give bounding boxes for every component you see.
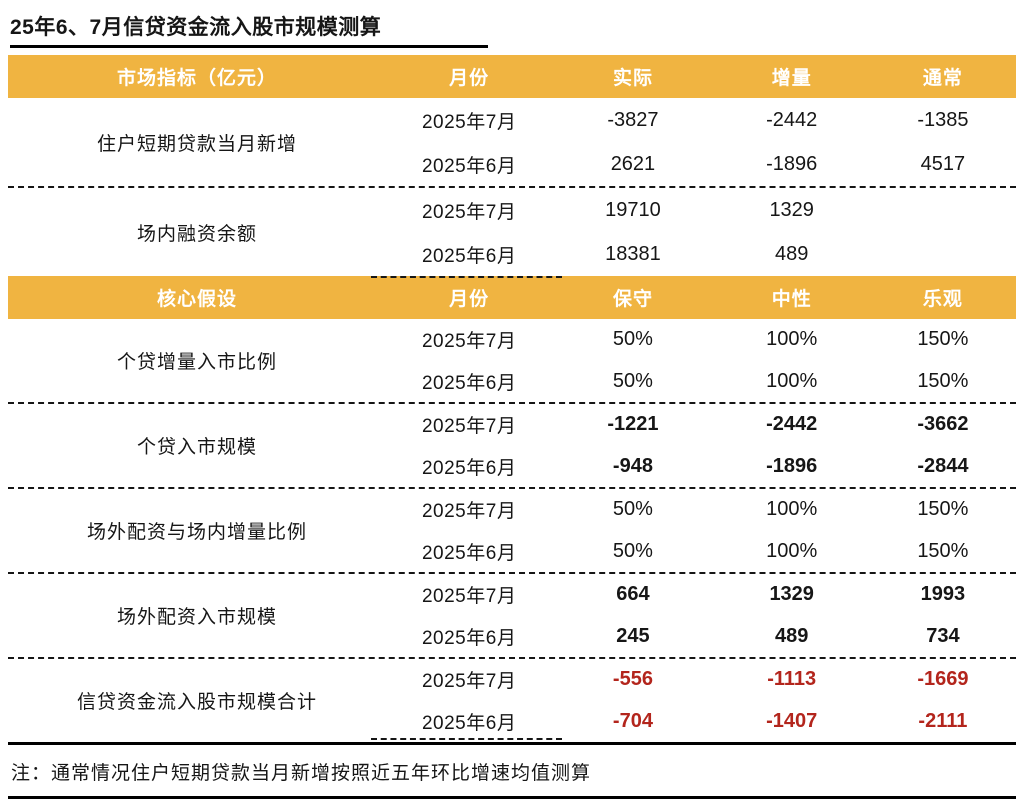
value-cell: 150%	[917, 498, 969, 521]
month-cell: 2025年6月	[421, 457, 517, 479]
value-cell: 4517	[920, 152, 966, 175]
estimation-table: 市场指标（亿元） 月份 实际 增量 通常 住户短期贷款当月新增 2025年7月 …	[8, 55, 1016, 745]
value-cell: 100%	[766, 328, 818, 351]
header-cell-increment: 增量	[771, 68, 812, 89]
month-cell: 2025年7月	[421, 416, 517, 438]
indicator-cell: 个贷入市规模	[136, 437, 257, 458]
assumptions-section: 核心假设 月份 保守 中性 乐观 个贷增量入市比例 2025年7月 50% 10…	[8, 276, 1016, 745]
value-cell: 100%	[766, 369, 818, 392]
header-cell-core-assumption: 核心假设	[156, 289, 237, 310]
month-cell: 2025年6月	[421, 372, 517, 394]
group-personal-loan-inflow-scale: 个贷入市规模 2025年7月 -1221 -2442 -3662 2025年6月…	[8, 404, 1016, 489]
group-otc-leverage-ratio: 场外配资与场内增量比例 2025年7月 50% 100% 150% 2025年6…	[8, 489, 1016, 574]
value-cell: -1221	[607, 413, 659, 436]
footnote: 注：通常情况住户短期贷款当月新增按照近五年环比增速均值测算	[11, 763, 592, 784]
value-cell: -704	[612, 709, 653, 732]
value-cell: -2442	[766, 413, 818, 436]
value-cell: -1669	[917, 668, 969, 691]
header-cell-month: 月份	[449, 289, 490, 310]
value-cell: 664	[616, 583, 650, 606]
group-otc-leverage-inflow-scale: 场外配资入市规模 2025年7月 664 1329 1993 2025年6月 2…	[8, 574, 1016, 659]
value-cell: -1896	[766, 454, 818, 477]
value-cell: -2844	[917, 454, 969, 477]
header-cell-market-indicator: 市场指标（亿元）	[116, 68, 277, 89]
header-cell-actual: 实际	[612, 68, 653, 89]
value-cell: 18381	[605, 242, 661, 265]
indicator-cell: 场外配资与场内增量比例	[86, 522, 307, 543]
table1-header-row: 市场指标（亿元） 月份 实际 增量 通常	[8, 55, 1016, 98]
month-cell: 2025年7月	[421, 331, 517, 353]
value-cell: 50%	[612, 498, 653, 521]
value-cell: -2442	[766, 108, 818, 131]
value-cell: -1896	[766, 152, 818, 175]
header-cell-optimistic: 乐观	[922, 289, 963, 310]
header-cell-conservative: 保守	[612, 289, 653, 310]
group-margin-financing-balance: 场内融资余额 2025年7月 19710 1329 2025年6月 18381 …	[8, 188, 1016, 278]
month-cell: 2025年6月	[421, 627, 517, 649]
value-cell: 50%	[612, 539, 653, 562]
page-title: 25年6、7月信贷资金流入股市规模测算	[10, 11, 488, 48]
header-cell-neutral: 中性	[771, 289, 812, 310]
group-total-credit-inflow: 信贷资金流入股市规模合计 2025年7月 -556 -1113 -1669 20…	[8, 659, 1016, 745]
value-cell: -948	[612, 454, 653, 477]
indicator-cell: 场内融资余额	[136, 223, 257, 245]
value-cell: 150%	[917, 369, 969, 392]
value-cell: -3662	[917, 413, 969, 436]
value-cell: 2621	[610, 152, 656, 175]
month-cell: 2025年6月	[421, 245, 517, 267]
group-personal-loan-inflow-ratio: 个贷增量入市比例 2025年7月 50% 100% 150% 2025年6月 5…	[8, 319, 1016, 404]
value-cell: 489	[775, 242, 809, 265]
value-cell: 1993	[920, 583, 966, 606]
month-cell: 2025年7月	[421, 111, 517, 133]
value-cell: 50%	[612, 369, 653, 392]
value-cell: 100%	[766, 498, 818, 521]
value-cell: -1407	[766, 709, 818, 732]
month-cell: 2025年6月	[421, 542, 517, 564]
value-cell: 150%	[917, 328, 969, 351]
month-cell: 2025年6月	[421, 712, 517, 734]
value-cell: 19710	[605, 198, 661, 221]
value-cell: 100%	[766, 539, 818, 562]
value-cell: -2111	[918, 709, 968, 732]
value-cell: 1329	[769, 198, 814, 221]
value-cell: 1329	[769, 583, 814, 606]
value-cell: 150%	[917, 539, 969, 562]
value-cell: -1385	[917, 108, 969, 131]
table2-header-row: 核心假设 月份 保守 中性 乐观	[8, 276, 1016, 319]
month-cell: 2025年7月	[421, 201, 517, 223]
month-cell: 2025年6月	[421, 155, 517, 177]
month-cell: 2025年7月	[421, 586, 517, 608]
value-cell: -556	[612, 668, 653, 691]
indicator-cell: 场外配资入市规模	[116, 607, 277, 628]
value-cell: 245	[616, 624, 650, 647]
indicator-cell: 个贷增量入市比例	[116, 352, 277, 373]
value-cell: -1113	[767, 668, 817, 691]
value-cell: 50%	[612, 328, 653, 351]
month-cell: 2025年7月	[421, 501, 517, 523]
indicator-cell: 住户短期贷款当月新增	[96, 133, 297, 155]
value-cell: 734	[926, 624, 960, 647]
value-cell: -3827	[607, 108, 659, 131]
indicator-cell: 信贷资金流入股市规模合计	[76, 692, 317, 713]
value-cell: 489	[775, 624, 809, 647]
group-household-short-term-loans: 住户短期贷款当月新增 2025年7月 -3827 -2442 -1385 202…	[8, 98, 1016, 188]
header-cell-usual: 通常	[922, 68, 963, 89]
header-cell-month: 月份	[449, 68, 490, 89]
month-cell: 2025年7月	[421, 671, 517, 693]
